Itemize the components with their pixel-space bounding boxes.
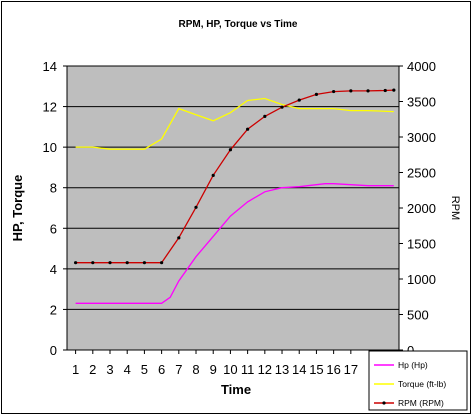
series-point-2: [263, 114, 267, 119]
series-point-2: [246, 127, 250, 131]
left-tick-label: 4: [50, 262, 57, 277]
series-point-2: [332, 89, 336, 94]
series-point-2: [349, 89, 353, 93]
right-tick-label: 2500: [407, 166, 436, 181]
x-tick-label: 17: [344, 362, 358, 377]
x-tick-label: 13: [275, 362, 289, 377]
series-point-2: [392, 88, 396, 92]
chart-title: RPM, HP, Torque vs Time: [179, 19, 298, 30]
legend-label: RPM (RPM): [398, 398, 444, 408]
series-point-2: [74, 261, 78, 265]
series-point-2: [160, 261, 164, 265]
x-tick-label: 1: [72, 362, 79, 377]
series-point-2: [108, 261, 112, 265]
x-tick-label: 16: [326, 362, 340, 377]
left-tick-label: 8: [50, 181, 57, 196]
series-point-2: [280, 105, 284, 109]
left-tick-label: 6: [50, 221, 57, 236]
right-tick-label: 500: [407, 308, 429, 323]
right-tick-label: 2000: [407, 201, 436, 216]
legend-box: [368, 350, 468, 411]
y-axis-right-label: RPM: [449, 196, 461, 220]
x-tick-label: 10: [223, 362, 237, 377]
right-tick-label: 3000: [407, 130, 436, 145]
series-point-2: [211, 173, 215, 177]
series-point-2: [228, 148, 233, 152]
series-point-2: [297, 98, 301, 102]
x-tick-label: 4: [124, 362, 131, 377]
series-point-2: [125, 261, 129, 265]
x-tick-label: 2: [89, 362, 96, 377]
series-point-2: [194, 205, 198, 209]
x-tick-label: 6: [158, 362, 165, 377]
left-tick-label: 14: [43, 59, 57, 74]
right-tick-label: 3500: [407, 95, 436, 110]
legend-label: Torque (ft-lb): [398, 379, 446, 389]
x-tick-label: 7: [175, 362, 182, 377]
plot-area: [66, 65, 400, 351]
right-axis-ticks: 05001000150020002500300035004000: [399, 59, 436, 358]
left-tick-label: 2: [50, 302, 57, 317]
x-axis-label: Time: [221, 382, 251, 397]
x-tick-label: 12: [258, 362, 272, 377]
left-axis-ticks: 0 2 4 6 8 10 12 14: [43, 59, 67, 358]
legend-label: Hp (Hp): [398, 360, 428, 370]
left-tick-label: 12: [43, 100, 57, 115]
x-axis-ticks: 1 2 3 4 5 6 7 8 9 10 11 12 13 14 15 16 17: [72, 350, 358, 377]
x-tick-label: 8: [192, 362, 199, 377]
series-point-2: [366, 89, 370, 93]
series-line-2: [75, 89, 394, 264]
right-tick-label: 1500: [407, 237, 436, 252]
chart-svg: RPM, HP, Torque vs Time 0 2 4 6 8 10 12 14 0 500…: [10, 19, 468, 411]
x-tick-label: 9: [210, 362, 217, 377]
series-layer: [74, 88, 396, 304]
left-tick-label: 10: [43, 140, 57, 155]
chart-frame: RPM, HP, Torque vs Time 0 2 4 6 8 10 12 14 0 500…: [1, 1, 471, 414]
y-axis-left-label: HP, Torque: [10, 175, 25, 242]
series-point-2: [142, 261, 147, 265]
x-tick-label: 5: [141, 362, 148, 377]
series-line-0: [75, 183, 394, 304]
left-tick-label: 0: [50, 343, 57, 358]
right-tick-label: 4000: [407, 59, 436, 74]
legend-marker: [382, 401, 386, 405]
x-tick-label: 11: [241, 362, 255, 377]
x-tick-label: 3: [106, 362, 113, 377]
x-tick-label: 14: [292, 362, 306, 377]
series-point-2: [91, 261, 95, 265]
legend: Hp (Hp) Torque (ft-lb) RPM (RPM): [368, 350, 468, 411]
series-point-2: [177, 236, 181, 240]
series-point-2: [383, 88, 387, 93]
right-tick-label: 1000: [407, 272, 436, 287]
x-tick-label: 15: [309, 362, 323, 377]
series-line-1: [75, 97, 394, 150]
series-point-2: [314, 92, 319, 96]
